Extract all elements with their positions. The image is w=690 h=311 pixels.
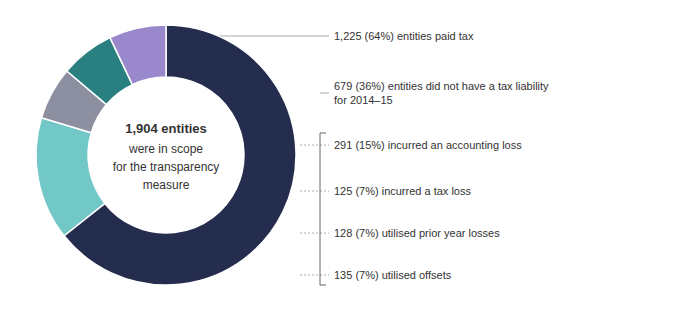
svg-text:1,225 (64%) entities paid tax: 1,225 (64%) entities paid tax [334, 30, 474, 42]
svg-text:128 (7%) utilised prior year l: 128 (7%) utilised prior year losses [334, 227, 500, 239]
svg-text:were in scope: were in scope [128, 142, 203, 156]
svg-text:125 (7%) incurred a tax loss: 125 (7%) incurred a tax loss [334, 185, 471, 197]
svg-text:135 (7%) utilised offsets: 135 (7%) utilised offsets [334, 269, 452, 281]
svg-text:1,904 entities: 1,904 entities [125, 121, 207, 136]
svg-text:for 2014–15: for 2014–15 [334, 94, 393, 106]
svg-text:for the transparency: for the transparency [113, 160, 220, 174]
svg-text:measure: measure [143, 178, 190, 192]
svg-text:679 (36%) entities did not hav: 679 (36%) entities did not have a tax li… [334, 80, 549, 92]
svg-text:291 (15%) incurred an accounti: 291 (15%) incurred an accounting loss [334, 139, 522, 151]
